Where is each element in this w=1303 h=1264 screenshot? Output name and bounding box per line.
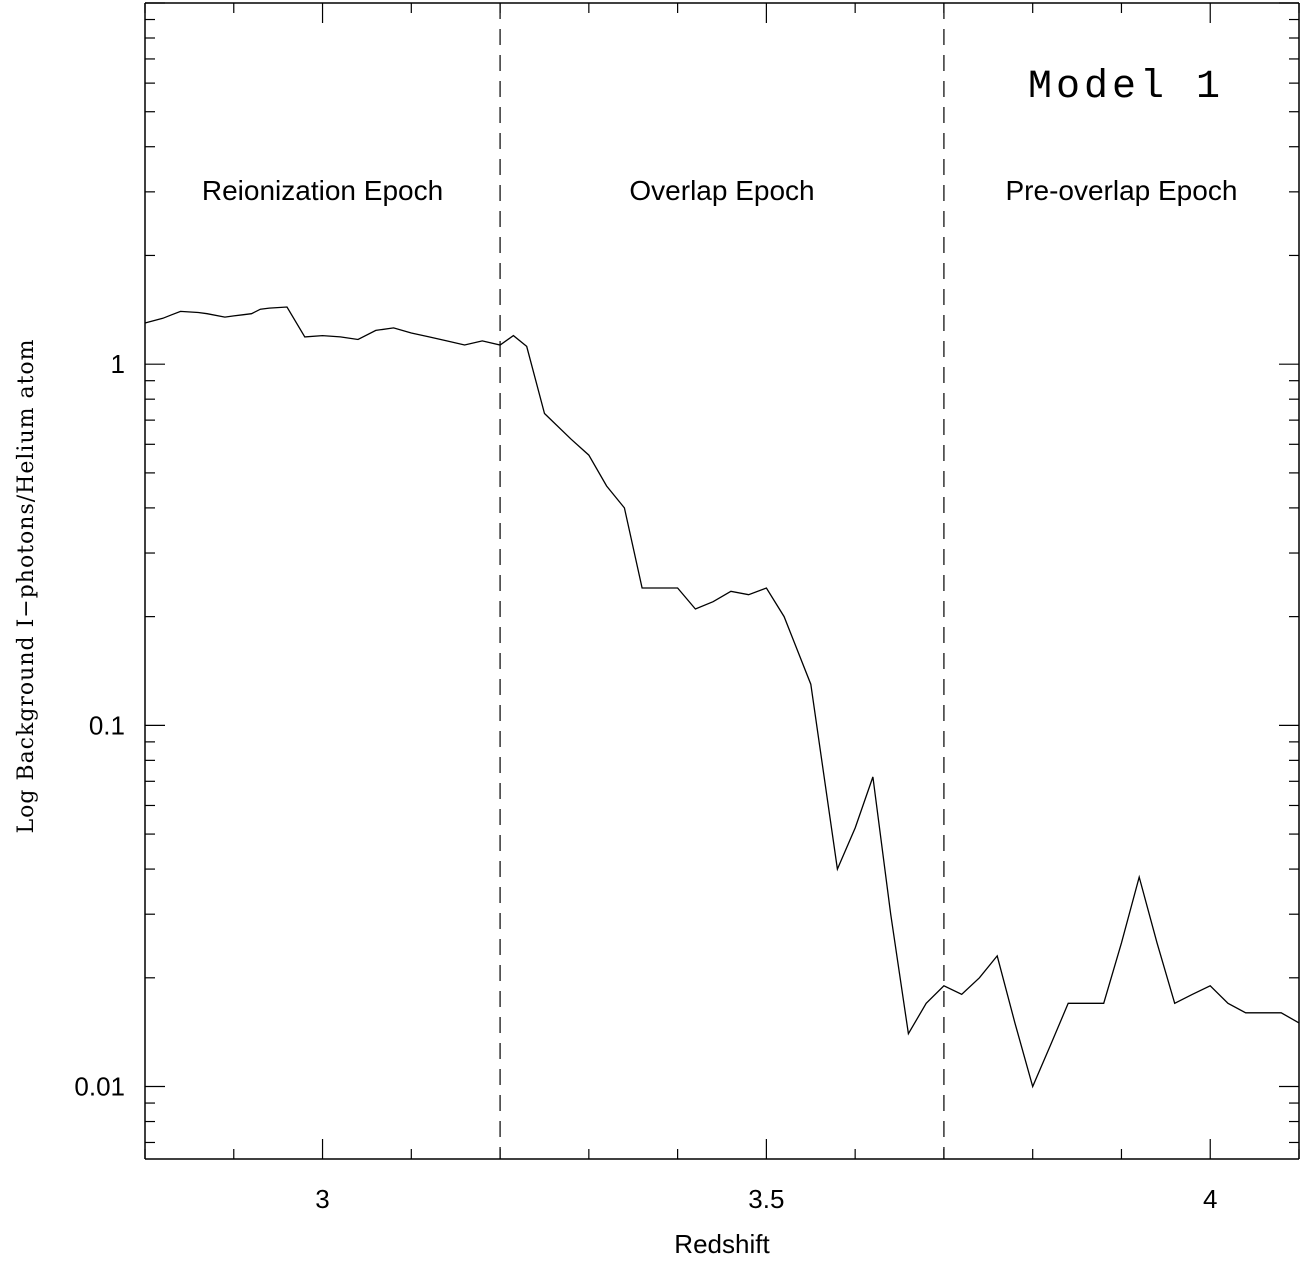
x-tick-label: 3 <box>315 1184 329 1214</box>
x-axis-title: Redshift <box>674 1229 770 1259</box>
epoch-label: Reionization Epoch <box>202 175 443 206</box>
series-layer <box>144 306 1300 1089</box>
y-axis-title: Log Background I−photons/Helium atom <box>14 338 39 833</box>
plot-frame <box>144 2 1300 1160</box>
y-tick-label: 0.01 <box>74 1072 125 1102</box>
y-tick-label: 1 <box>111 349 125 379</box>
y-tick-label: 0.1 <box>89 710 125 740</box>
x-tick-label: 3.5 <box>748 1184 784 1214</box>
x-tick-label: 4 <box>1203 1184 1217 1214</box>
series-line <box>144 306 1300 1089</box>
epoch-label: Pre-overlap Epoch <box>1006 175 1238 206</box>
epoch-regions: Reionization Epoch Overlap Epoch Pre-overl… <box>202 3 1238 1159</box>
axis-ticks: 3 3.5 4 1 0.1 0.01 <box>74 2 1300 1214</box>
epoch-label: Overlap Epoch <box>629 175 814 206</box>
model-label: Model 1 <box>1028 65 1224 110</box>
